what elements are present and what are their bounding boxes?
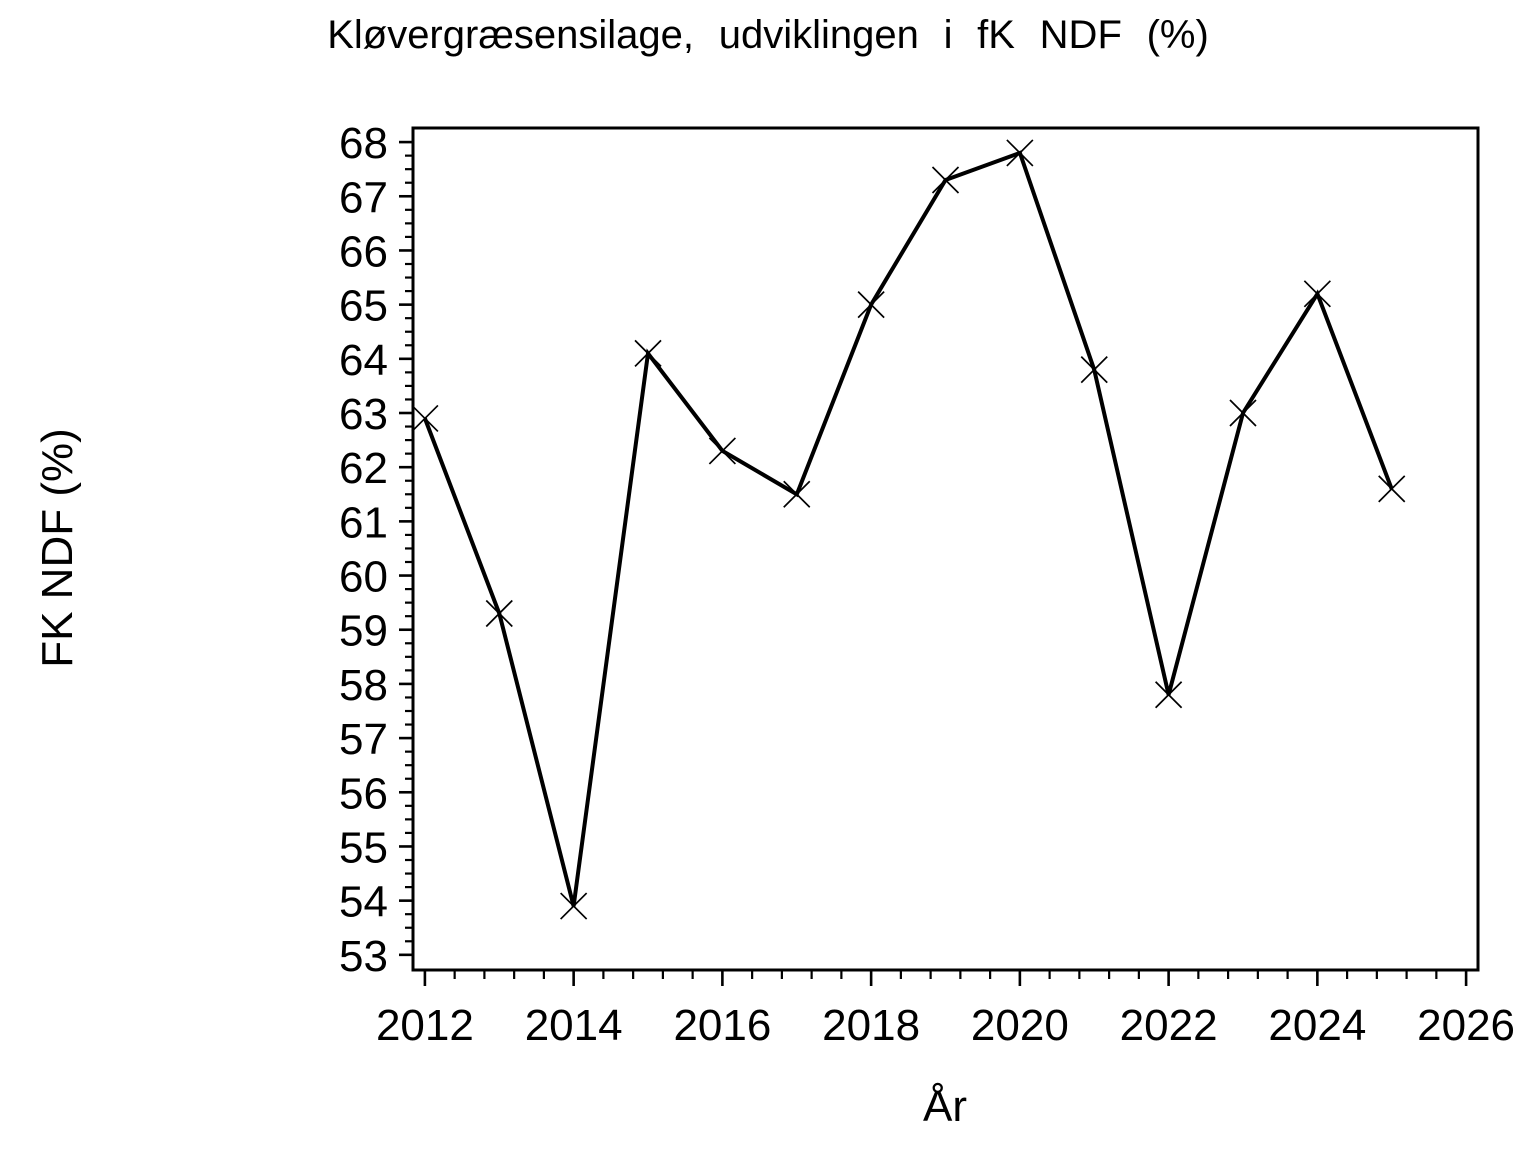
- x-marker: [783, 480, 811, 508]
- x-marker: [1378, 475, 1406, 503]
- y-tick-label: 68: [339, 119, 388, 168]
- x-marker: [1080, 356, 1108, 384]
- y-tick-label: 63: [339, 390, 388, 439]
- chart-title: Kløvergræsensilage, udviklingen i fK NDF…: [327, 13, 1209, 57]
- x-tick-label: 2018: [822, 1001, 920, 1050]
- y-tick-label: 66: [339, 227, 388, 276]
- y-tick-label: 61: [339, 498, 388, 547]
- x-tick-label: 2014: [525, 1001, 623, 1050]
- x-axis: 2012 2014 2016 2018 2020 2022 2024 2026: [376, 970, 1515, 1050]
- x-marker: [1006, 139, 1034, 167]
- x-tick-label: 2012: [376, 1001, 474, 1050]
- y-tick-label: 62: [339, 444, 388, 493]
- y-tick-label: 56: [339, 769, 388, 818]
- y-tick-label: 59: [339, 607, 388, 656]
- x-marker: [1229, 399, 1257, 427]
- y-tick-label: 65: [339, 282, 388, 331]
- x-marker: [634, 339, 662, 368]
- y-tick-label: 54: [339, 878, 388, 927]
- data-series-line: [423, 150, 1394, 907]
- y-tick-label: 58: [339, 661, 388, 710]
- y-tick-label: 64: [339, 336, 388, 385]
- x-marker: [411, 404, 439, 433]
- x-marker: [931, 166, 960, 194]
- x-tick-label: 2020: [971, 1001, 1069, 1050]
- data-point-markers: [411, 139, 1406, 920]
- x-marker: [1155, 681, 1183, 709]
- y-tick-label: 60: [339, 553, 388, 602]
- x-tick-label: 2022: [1120, 1001, 1218, 1050]
- plot-frame: [411, 126, 1480, 972]
- y-tick-label: 53: [339, 932, 388, 981]
- x-marker: [857, 291, 885, 319]
- x-marker: [1303, 280, 1331, 308]
- y-tick-label: 55: [339, 823, 388, 872]
- x-axis-title: År: [923, 1082, 967, 1131]
- x-tick-label: 2026: [1417, 1001, 1515, 1050]
- x-marker: [708, 437, 736, 465]
- x-tick-label: 2024: [1268, 1001, 1366, 1050]
- y-axis: 53 54 55 56 57 58 59 60 61 62 63 64 65 66 67 68: [339, 119, 413, 981]
- x-tick-label: 2016: [673, 1001, 771, 1050]
- y-tick-label: 57: [339, 715, 388, 764]
- x-marker: [560, 892, 588, 920]
- x-marker: [485, 599, 513, 628]
- y-tick-label: 67: [339, 173, 388, 222]
